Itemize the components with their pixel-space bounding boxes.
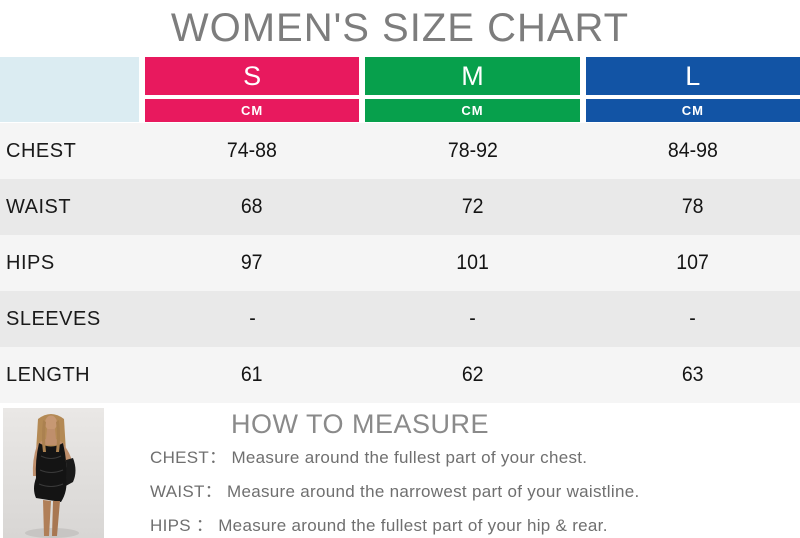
row-label: SLEEVES xyxy=(6,307,101,330)
size-column-l: L CM xyxy=(585,57,800,122)
row-label: CHEST xyxy=(6,139,77,162)
cell-value: 78 xyxy=(681,195,704,218)
model-photo xyxy=(3,408,104,538)
cell-value: - xyxy=(248,307,256,330)
size-label-m: M xyxy=(365,57,580,95)
instruction-line-waist: WAIST： Measure around the narrowest part… xyxy=(150,482,640,501)
cell-value: 84-98 xyxy=(667,139,718,162)
size-label-l: L xyxy=(585,57,800,95)
table-row-chest: CHEST 74-88 78-92 84-98 xyxy=(0,123,800,179)
cell-value: - xyxy=(689,307,697,330)
table-row-sleeves: SLEEVES - - - xyxy=(0,291,800,347)
size-column-m: M CM xyxy=(365,57,580,122)
how-to-measure-heading: HOW TO MEASURE xyxy=(230,409,490,439)
table-row-length: LENGTH 61 62 63 xyxy=(0,347,800,403)
cell-value: 74-88 xyxy=(227,139,278,162)
cell-value: 62 xyxy=(461,363,484,386)
cell-value: 68 xyxy=(241,195,264,218)
cell-value: 72 xyxy=(461,195,484,218)
size-chart-table: CHEST 74-88 78-92 84-98 WAIST 68 72 78 H… xyxy=(0,123,800,403)
page-title: WOMEN'S SIZE CHART xyxy=(170,6,630,50)
how-to-measure-section: HOW TO MEASURE CHEST： Measure around the… xyxy=(0,403,800,538)
corner-cell xyxy=(0,57,139,122)
unit-label-m: CM xyxy=(365,99,580,122)
size-header-row: S CM M CM L CM xyxy=(0,57,800,122)
cell-value: 101 xyxy=(456,251,489,274)
size-label-s: S xyxy=(145,57,360,95)
cell-value: 63 xyxy=(681,363,704,386)
instruction-line-hips: HIPS ： Measure around the fullest part o… xyxy=(150,516,608,535)
table-row-hips: HIPS 97 101 107 xyxy=(0,235,800,291)
row-label: HIPS xyxy=(6,251,55,274)
table-row-waist: WAIST 68 72 78 xyxy=(0,179,800,235)
row-label: LENGTH xyxy=(6,363,91,386)
size-column-s: S CM xyxy=(145,57,360,122)
cell-value: 107 xyxy=(676,251,710,274)
measure-instructions: CHEST： Measure around the fullest part o… xyxy=(150,441,640,538)
unit-label-s: CM xyxy=(145,99,360,122)
cell-value: 61 xyxy=(241,363,264,386)
row-label: WAIST xyxy=(6,195,72,218)
cell-value: 78-92 xyxy=(447,139,498,162)
unit-label-l: CM xyxy=(585,99,800,122)
instruction-line-chest: CHEST： Measure around the fullest part o… xyxy=(150,448,588,467)
cell-value: 97 xyxy=(241,251,264,274)
cell-value: - xyxy=(469,307,476,330)
